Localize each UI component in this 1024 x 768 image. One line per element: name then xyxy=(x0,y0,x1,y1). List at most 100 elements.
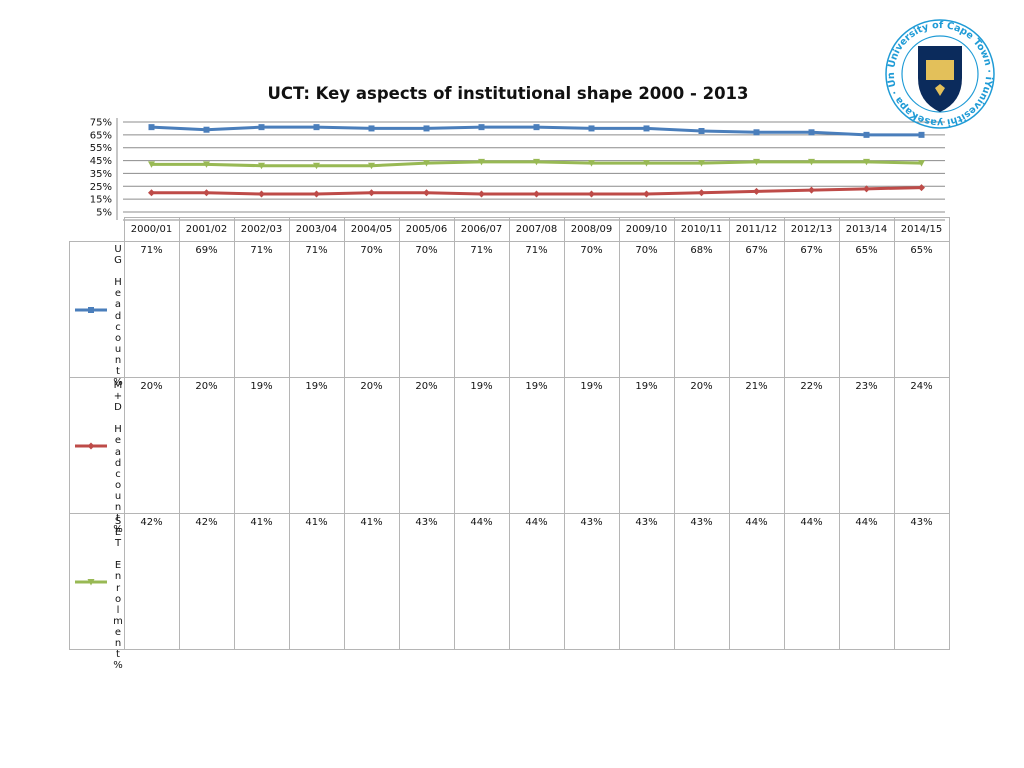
data-label: 19% xyxy=(453,377,510,514)
category-label: 2012/13 xyxy=(783,217,840,242)
data-point xyxy=(368,125,375,132)
data-label: 43% xyxy=(893,513,950,650)
data-point xyxy=(478,124,485,131)
data-label: 41% xyxy=(288,513,345,650)
data-point xyxy=(588,190,595,198)
data-point xyxy=(478,158,485,166)
data-label: 23% xyxy=(838,377,895,514)
data-point xyxy=(643,125,650,132)
category-label: 2013/14 xyxy=(838,217,895,242)
data-point xyxy=(478,190,485,198)
data-label: 71% xyxy=(123,241,180,378)
data-label: 70% xyxy=(398,241,455,378)
y-tick-label: 75% xyxy=(90,118,112,129)
data-label: 67% xyxy=(783,241,840,378)
data-label: 19% xyxy=(508,377,565,514)
data-point xyxy=(643,160,650,167)
logo-ring-outer xyxy=(885,19,995,129)
data-point xyxy=(368,189,375,197)
data-label: 42% xyxy=(178,513,235,650)
data-point xyxy=(258,162,265,170)
category-label: 2008/09 xyxy=(563,217,620,242)
data-point xyxy=(258,124,265,131)
data-label: 71% xyxy=(233,241,290,378)
data-label: 19% xyxy=(288,377,345,514)
data-point xyxy=(918,131,925,138)
category-label: 2005/06 xyxy=(398,217,455,242)
data-label: 71% xyxy=(508,241,565,378)
data-label: 71% xyxy=(288,241,345,378)
y-tick-label: 15% xyxy=(90,195,112,206)
category-label: 2000/01 xyxy=(123,217,180,242)
data-point xyxy=(863,185,870,193)
data-label: 65% xyxy=(838,241,895,378)
data-point xyxy=(368,162,375,170)
y-tick-label: 25% xyxy=(90,182,112,193)
data-label: 70% xyxy=(563,241,620,378)
data-label: 19% xyxy=(618,377,675,514)
series-1 xyxy=(148,184,925,198)
category-label: 2014/15 xyxy=(893,217,950,242)
data-point xyxy=(753,129,760,136)
data-label: 41% xyxy=(233,513,290,650)
legend-swatch xyxy=(75,307,107,313)
category-label: 2011/12 xyxy=(728,217,785,242)
gridlines xyxy=(123,121,945,213)
y-tick-label: 5% xyxy=(96,208,112,219)
data-point xyxy=(258,190,265,198)
data-point xyxy=(808,129,815,136)
data-point xyxy=(643,190,650,198)
data-label: 20% xyxy=(673,377,730,514)
data-label: 43% xyxy=(563,513,620,650)
data-point xyxy=(588,160,595,167)
data-label: 43% xyxy=(673,513,730,650)
data-label: 67% xyxy=(728,241,785,378)
category-label: 2009/10 xyxy=(618,217,675,242)
data-point xyxy=(148,124,155,131)
data-label: 20% xyxy=(398,377,455,514)
line-chart: 75%65% 55% 45% 35% 25% 15% 5% xyxy=(90,118,945,221)
data-label: 42% xyxy=(123,513,180,650)
category-label: 2003/04 xyxy=(288,217,345,242)
data-label: 44% xyxy=(728,513,785,650)
data-point xyxy=(423,160,430,167)
data-point xyxy=(698,189,705,197)
category-label: 2002/03 xyxy=(233,217,290,242)
data-label: 71% xyxy=(453,241,510,378)
table-corner xyxy=(69,217,125,242)
data-point xyxy=(808,186,815,194)
category-label: 2004/05 xyxy=(343,217,400,242)
data-point xyxy=(588,125,595,132)
data-label: 70% xyxy=(343,241,400,378)
data-label: 44% xyxy=(838,513,895,650)
data-point xyxy=(423,189,430,197)
data-point xyxy=(203,126,210,133)
data-point xyxy=(918,184,925,192)
shield-crest-icon xyxy=(926,60,954,80)
data-point xyxy=(753,158,760,166)
chart-title: UCT: Key aspects of institutional shape … xyxy=(267,84,749,103)
data-label: 65% xyxy=(893,241,950,378)
y-tick-label: 65% xyxy=(90,130,112,141)
category-label: 2006/07 xyxy=(453,217,510,242)
university-logo: University of Cape Town · iYunivesithi y… xyxy=(882,16,995,129)
series-2 xyxy=(148,158,925,170)
data-label: 22% xyxy=(783,377,840,514)
data-label: 20% xyxy=(178,377,235,514)
data-label: 69% xyxy=(178,241,235,378)
legend-swatch xyxy=(75,579,107,586)
data-point xyxy=(533,124,540,131)
data-point xyxy=(423,125,430,132)
y-tick-label: 45% xyxy=(90,156,112,167)
data-point xyxy=(148,161,155,168)
data-label: 70% xyxy=(618,241,675,378)
series-0 xyxy=(148,124,925,138)
data-label: 68% xyxy=(673,241,730,378)
data-point xyxy=(313,162,320,170)
